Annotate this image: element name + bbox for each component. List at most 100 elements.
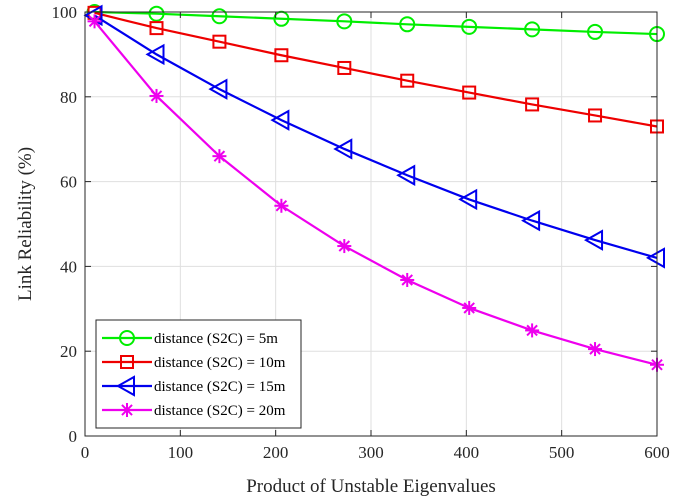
marker-triangle	[270, 109, 290, 131]
marker-square	[274, 48, 289, 63]
series-line	[94, 11, 658, 128]
series-4	[87, 14, 664, 372]
legend-marker	[119, 330, 135, 346]
data-point	[333, 138, 353, 160]
marker-stroke	[275, 200, 288, 212]
legend-item: distance (S2C) = 10m	[102, 355, 286, 371]
data-point	[149, 88, 164, 103]
marker-triangle	[396, 164, 416, 186]
data-point	[587, 23, 604, 40]
marker-square	[588, 108, 603, 123]
marker-circle	[119, 330, 135, 346]
series-2	[87, 5, 664, 134]
axis-ticks: 0 100 200 300 400 500 600 0 20 40 60 80 100	[52, 3, 670, 462]
marker-circle	[524, 21, 541, 38]
data-point	[212, 149, 227, 164]
data-point	[525, 323, 540, 338]
legend: distance (S2C) = 5m distance (S2C) = 10m d…	[95, 319, 302, 429]
data-point	[337, 239, 352, 254]
marker-square	[525, 97, 540, 112]
data-point	[336, 13, 353, 30]
marker-square	[337, 60, 352, 75]
series-1	[86, 4, 665, 43]
marker-circle	[148, 5, 165, 22]
marker-circle	[399, 16, 416, 33]
data-point	[274, 48, 289, 63]
data-point	[462, 85, 477, 100]
series-line	[94, 10, 658, 36]
marker-stroke	[589, 343, 601, 355]
x-tick-label: 600	[644, 443, 670, 462]
y-tick-label: 80	[60, 88, 77, 107]
marker-stroke	[121, 404, 133, 416]
y-axis-label: Link Reliability (%)	[15, 147, 36, 301]
data-point	[148, 5, 165, 22]
data-point	[212, 34, 227, 49]
legend-label: distance (S2C) = 20m	[154, 403, 286, 419]
marker-triangle	[333, 138, 353, 160]
data-point	[145, 43, 165, 66]
legend-marker	[120, 355, 134, 369]
marker-triangle	[208, 78, 228, 100]
marker-triangle	[521, 209, 541, 232]
marker-circle	[211, 8, 228, 25]
marker-triangle	[145, 43, 165, 66]
marker-square	[212, 34, 227, 49]
data-point	[396, 164, 416, 186]
data-point	[399, 16, 416, 33]
x-tick-label: 300	[358, 443, 384, 462]
y-tick-label: 0	[69, 427, 78, 446]
data-point	[583, 229, 604, 251]
marker-stroke	[463, 302, 475, 314]
data-point	[149, 21, 164, 36]
marker-triangle	[583, 229, 604, 251]
series-line	[93, 20, 658, 366]
y-tick-label: 60	[60, 173, 77, 192]
marker-square	[120, 355, 134, 369]
data-point	[645, 247, 665, 269]
y-tick-label: 100	[52, 3, 78, 22]
data-point	[274, 198, 289, 213]
data-point	[588, 108, 603, 123]
y-tick-label: 20	[60, 342, 77, 361]
y-tick-label: 40	[60, 257, 77, 276]
legend-item: distance (S2C) = 5m	[102, 330, 278, 347]
marker-triangle	[458, 188, 478, 211]
marker-square	[400, 73, 415, 88]
marker-circle	[587, 23, 604, 40]
legend-label: distance (S2C) = 5m	[154, 331, 278, 347]
x-tick-label: 100	[168, 443, 194, 462]
x-tick-label: 200	[263, 443, 289, 462]
data-point	[337, 60, 352, 75]
data-point	[462, 300, 477, 315]
series-layer	[83, 4, 665, 372]
data-point	[211, 8, 228, 25]
marker-stroke	[526, 324, 538, 337]
marker-circle	[461, 18, 478, 35]
data-point	[588, 342, 603, 357]
marker-stroke	[150, 90, 163, 102]
x-tick-label: 500	[549, 443, 575, 462]
marker-square	[462, 85, 477, 100]
data-point	[87, 14, 102, 29]
data-point	[524, 21, 541, 38]
data-point	[400, 272, 415, 287]
series-line	[93, 14, 658, 259]
marker-stroke	[401, 274, 413, 286]
legend-label: distance (S2C) = 15m	[154, 379, 286, 395]
data-point	[461, 18, 478, 35]
marker-triangle	[115, 375, 135, 397]
legend-item: distance (S2C) = 15m	[102, 375, 286, 397]
marker-square	[149, 21, 164, 36]
series-3	[83, 4, 665, 269]
marker-circle	[336, 13, 353, 30]
legend-marker	[115, 375, 135, 397]
data-point	[521, 209, 541, 232]
data-point	[458, 188, 478, 211]
legend-item: distance (S2C) = 20m	[102, 403, 286, 419]
legend-marker	[120, 403, 134, 417]
marker-triangle	[645, 247, 665, 269]
x-tick-label: 400	[454, 443, 480, 462]
data-point	[208, 78, 228, 100]
